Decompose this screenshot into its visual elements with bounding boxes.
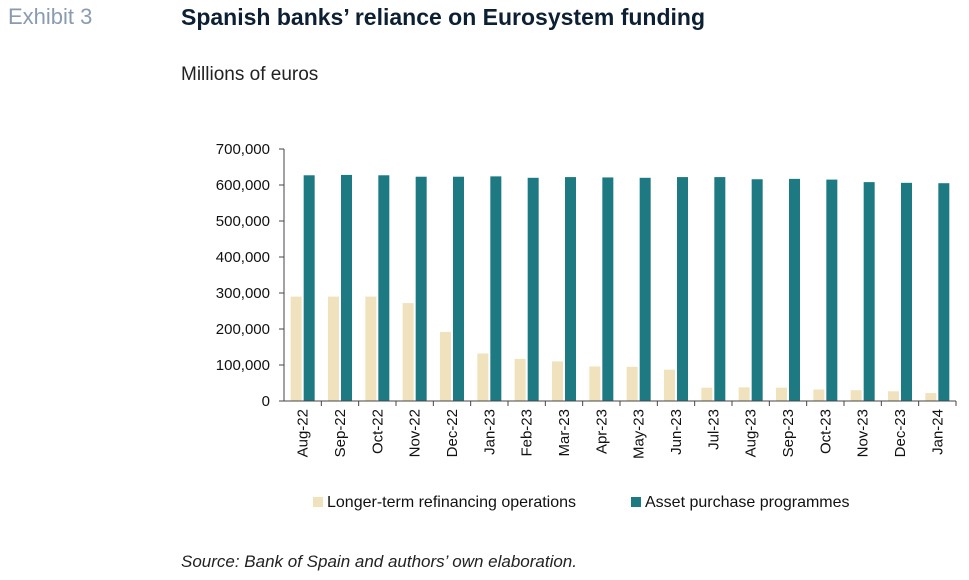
bar-app (639, 177, 651, 401)
legend-item-app-label: Asset purchase programmes (645, 494, 850, 511)
bar-app (378, 175, 390, 401)
bar-ltro (477, 353, 489, 401)
bar-app (565, 177, 576, 401)
bars (290, 174, 950, 401)
chart-title: Spanish banks’ reliance on Eurosystem fu… (181, 4, 706, 30)
bar-app (938, 183, 950, 401)
bar-ltro (402, 303, 414, 401)
x-tick-label: Jul-23 (705, 409, 722, 450)
x-tick-label: Nov-22 (407, 409, 424, 457)
bar-ltro (888, 391, 899, 401)
bar-ltro (813, 389, 825, 401)
x-tick-label: Oct-23 (817, 409, 834, 454)
y-tick-label: 600,000 (216, 177, 270, 194)
x-tick-label: Nov-23 (855, 409, 872, 457)
bar-ltro (850, 390, 862, 401)
bar-app (901, 182, 912, 401)
y-tick-label: 500,000 (216, 213, 270, 230)
bar-ltro (701, 387, 713, 401)
bar-ltro (552, 361, 563, 401)
bar-ltro (738, 387, 750, 401)
bar-app (789, 178, 800, 401)
legend-item-app-swatch (631, 497, 641, 507)
legend-item-ltro-label: Longer-term refinancing operations (327, 494, 576, 511)
bar-app (714, 177, 726, 401)
bar-chart: 0 100,000 200,000 300,000 400,000 500,000 600,… (216, 141, 957, 511)
x-tick-label: Mar-23 (556, 409, 573, 457)
bar-app (677, 177, 688, 401)
bar-app (602, 177, 614, 401)
bar-app (826, 179, 838, 401)
x-tick-label: Dec-22 (444, 409, 461, 457)
x-tick-label: May-23 (631, 409, 648, 459)
exhibit-label: Exhibit 3 (8, 4, 93, 29)
source-note: Source: Bank of Spain and authors’ own e… (181, 552, 577, 571)
bar-ltro (776, 387, 787, 401)
bar-ltro (514, 358, 526, 401)
x-tick-label: Aug-22 (295, 409, 312, 457)
y-tick-label: 0 (262, 393, 270, 410)
bar-ltro (626, 366, 638, 401)
bar-app (415, 176, 427, 401)
x-tick-label: Jan-23 (481, 409, 498, 455)
bar-ltro (589, 366, 601, 401)
bar-app (490, 176, 502, 401)
x-tick-label: Aug-23 (743, 409, 760, 457)
y-axis: 0 100,000 200,000 300,000 400,000 500,000 600,… (216, 141, 285, 410)
legend: Longer-term refinancing operations Asset … (313, 494, 850, 511)
y-tick-label: 300,000 (216, 285, 270, 302)
x-axis: Aug-22 Sep-22 Oct-22 Nov-22 Dec-22 Jan-23 Feb-… (284, 400, 957, 459)
x-tick-label: Jun-23 (668, 409, 685, 455)
bar-app (341, 174, 352, 401)
x-tick-label: Sep-23 (780, 409, 797, 457)
x-tick-label: Jan-24 (929, 409, 946, 455)
bar-ltro (365, 296, 377, 401)
bar-app (303, 175, 315, 401)
bar-app (527, 177, 539, 401)
y-tick-label: 100,000 (216, 357, 270, 374)
bar-app (453, 176, 464, 401)
x-tick-label: Apr-23 (593, 409, 610, 454)
x-tick-label: Oct-22 (369, 409, 386, 454)
y-tick-label: 200,000 (216, 321, 270, 338)
bar-ltro (664, 369, 675, 401)
chart-subtitle: Millions of euros (181, 64, 319, 85)
y-tick-label: 700,000 (216, 141, 270, 158)
bar-ltro (290, 296, 302, 401)
y-tick-label: 400,000 (216, 249, 270, 266)
bar-app (863, 182, 875, 401)
bar-ltro (440, 331, 451, 401)
legend-item-ltro-swatch (313, 497, 323, 507)
x-tick-label: Dec-23 (892, 409, 909, 457)
x-tick-label: Sep-22 (332, 409, 349, 457)
bar-app (751, 179, 763, 401)
x-tick-label: Feb-23 (519, 409, 536, 457)
bar-ltro (328, 296, 339, 401)
bar-ltro (925, 393, 937, 401)
